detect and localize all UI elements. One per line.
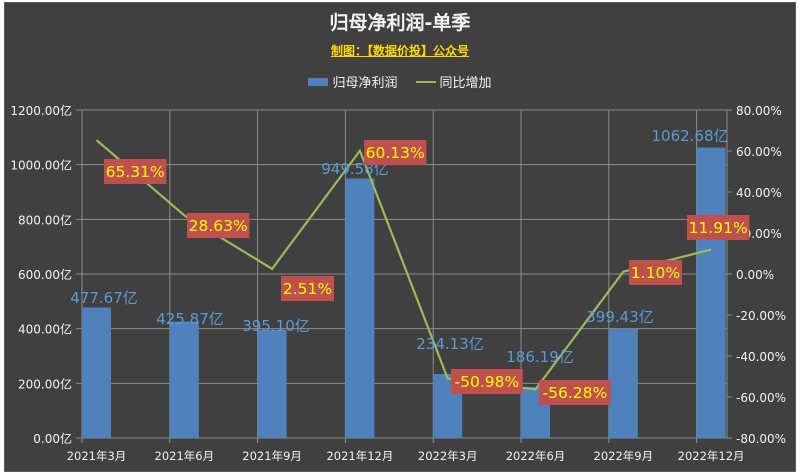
pct-data-label: 28.63% — [187, 213, 250, 238]
bar[interactable] — [345, 178, 375, 439]
bar-swatch-icon — [308, 77, 329, 86]
pct-data-label: -50.98% — [451, 369, 523, 394]
x-category-label: 2022年3月 — [418, 449, 478, 463]
svg-text:65.31%: 65.31% — [106, 163, 165, 181]
right-tick-label: -80.00% — [736, 432, 786, 446]
left-tick-label: 800.00亿 — [18, 212, 72, 227]
left-axis-ticks: 0.00亿 200.00亿 400.00亿 600.00亿 800.00亿 1000.00… — [10, 103, 72, 446]
svg-text:-50.98%: -50.98% — [455, 373, 520, 391]
svg-text:-56.28%: -56.28% — [543, 384, 608, 402]
pct-data-label: 60.13% — [364, 140, 427, 165]
legend-item-yoy[interactable]: 同比增加 — [415, 72, 492, 91]
bar[interactable] — [608, 328, 638, 438]
right-tick-label: -40.00% — [736, 350, 786, 364]
bar-value-label: 399.43亿 — [586, 308, 654, 326]
bar-value-label: 425.87亿 — [156, 310, 224, 328]
pct-data-label: -56.28% — [539, 380, 611, 405]
svg-text:28.63%: 28.63% — [189, 217, 248, 235]
x-category-label: 2022年9月 — [594, 449, 654, 463]
bar[interactable] — [169, 321, 199, 438]
bar-series — [82, 147, 726, 439]
chart-subtitle: 制图：【数据价投】公众号 — [330, 44, 469, 58]
x-axis-categories: 2021年3月 2021年6月 2021年9月 2021年12月 2022年3月 2022… — [67, 449, 745, 463]
line-data-labels: 65.31% 28.63% 2.51% 60.13% -50.98% -56.28% 1.1… — [104, 140, 750, 405]
pct-data-label: 11.91% — [687, 215, 750, 240]
legend-item-net-profit[interactable]: 归母净利润 — [308, 72, 398, 91]
pct-data-label: 2.51% — [281, 276, 334, 301]
x-category-label: 2021年9月 — [242, 449, 302, 463]
left-tick-label: 1200.00亿 — [10, 103, 72, 118]
x-category-label: 2022年12月 — [678, 449, 745, 463]
bar[interactable] — [257, 330, 287, 438]
x-category-label: 2021年12月 — [326, 449, 393, 463]
x-category-label: 2021年6月 — [155, 449, 215, 463]
left-tick-label: 400.00亿 — [18, 322, 72, 337]
left-tick-label: 600.00亿 — [18, 267, 72, 282]
left-tick-label: 1000.00亿 — [10, 158, 72, 173]
pct-data-label: 1.10% — [629, 260, 682, 285]
x-category-label: 2021年3月 — [67, 449, 127, 463]
left-tick-label: 0.00亿 — [33, 431, 72, 446]
bar-value-label: 186.19亿 — [506, 348, 574, 366]
right-tick-label: 40.00% — [736, 186, 782, 200]
right-tick-label: -60.00% — [736, 391, 786, 405]
right-tick-label: 60.00% — [736, 145, 782, 159]
chart-legend: 归母净利润 同比增加 — [0, 72, 800, 91]
pct-data-label: 65.31% — [104, 159, 167, 184]
bar-value-label: 1062.68亿 — [651, 127, 728, 145]
chart-container — [4, 2, 796, 472]
line-swatch-icon — [415, 80, 436, 83]
bar-value-label: 234.13亿 — [416, 335, 484, 353]
bar[interactable] — [696, 147, 726, 439]
chart-title: 归母净利润-单季 — [329, 12, 471, 34]
svg-text:2.51%: 2.51% — [283, 280, 332, 298]
svg-text:1.10%: 1.10% — [631, 264, 680, 282]
right-tick-label: 80.00% — [736, 104, 782, 118]
x-category-label: 2022年6月 — [506, 449, 566, 463]
bar[interactable] — [82, 307, 111, 438]
bar-value-label: 395.10亿 — [242, 317, 310, 335]
svg-text:60.13%: 60.13% — [366, 144, 425, 162]
right-axis-ticks: -80.00%-60.00%-40.00%-20.00%0.00%20.00%4… — [736, 104, 786, 446]
right-tick-label: 0.00% — [736, 268, 774, 282]
right-tick-label: -20.00% — [736, 309, 786, 323]
legend-label: 同比增加 — [439, 76, 492, 91]
svg-text:11.91%: 11.91% — [689, 219, 748, 237]
legend-label: 归母净利润 — [332, 76, 398, 91]
bar-value-label: 477.67亿 — [70, 289, 138, 307]
left-tick-label: 200.00亿 — [18, 376, 72, 391]
